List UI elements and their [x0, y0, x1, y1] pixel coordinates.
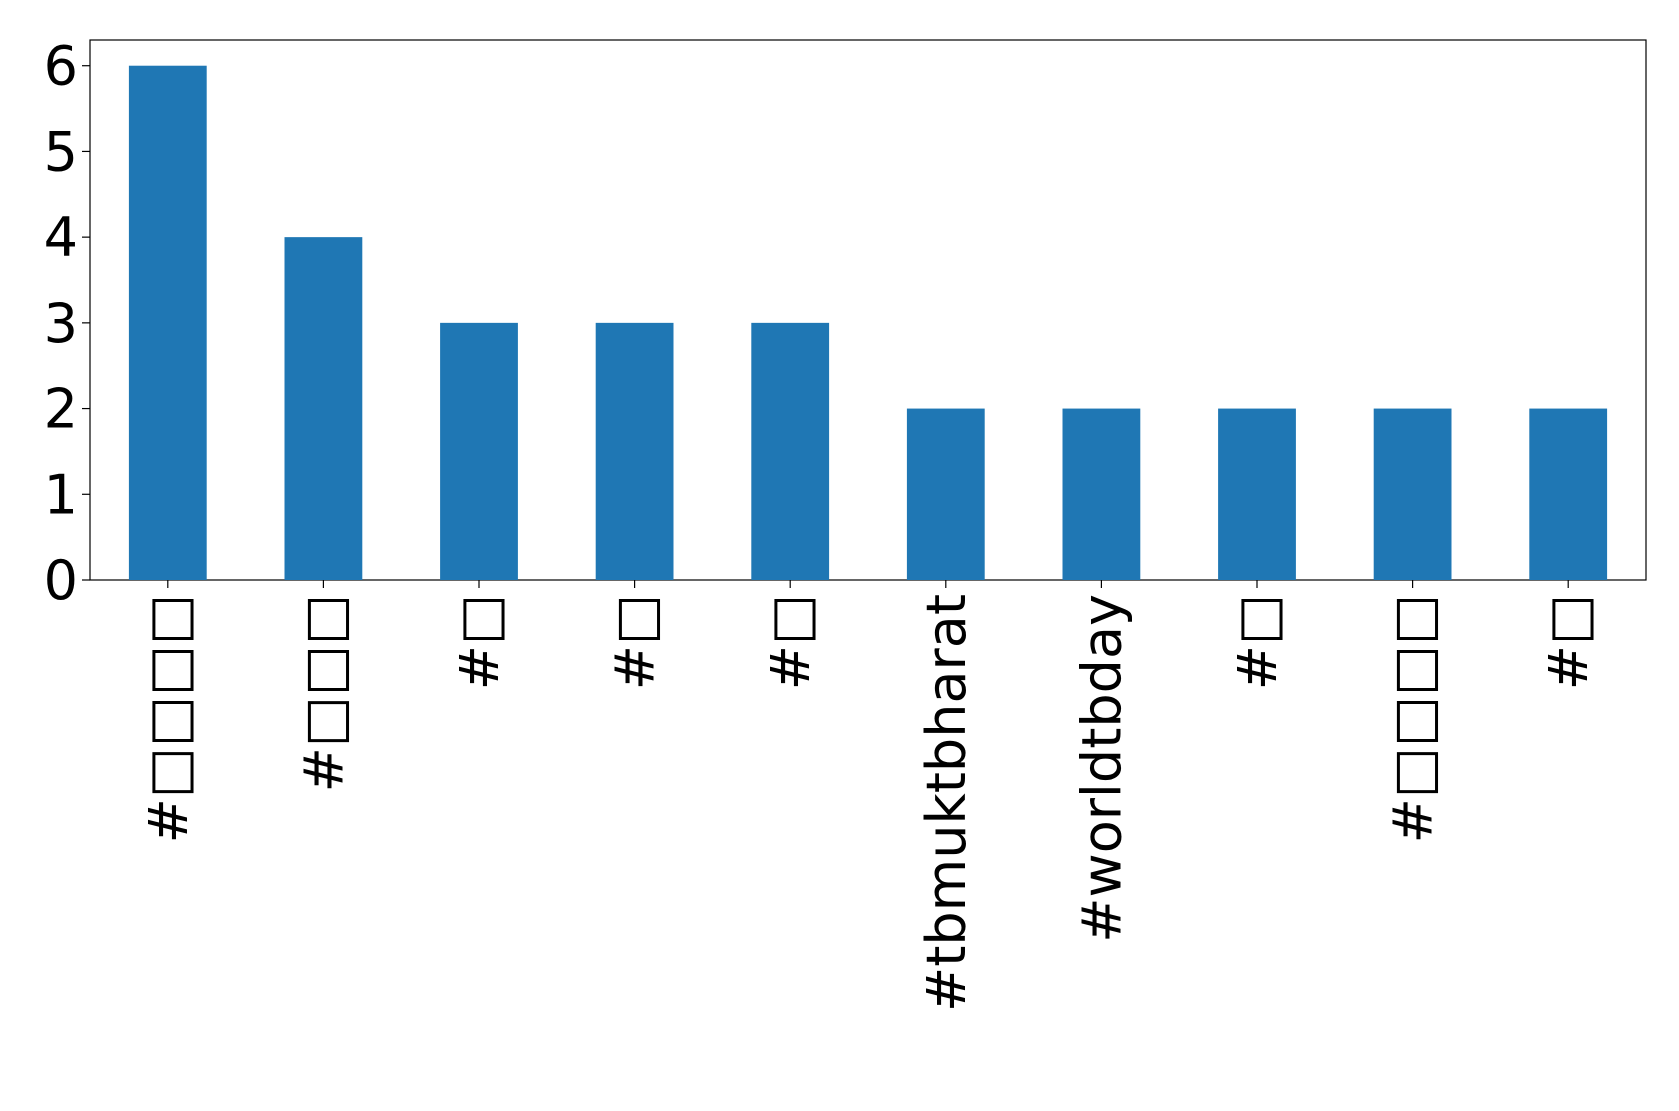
bar	[1218, 408, 1296, 580]
plot-frame	[89, 39, 1647, 581]
x-tick-label: #□	[1537, 594, 1600, 690]
bar	[284, 237, 363, 580]
y-tick-label: 5	[44, 120, 78, 183]
y-tick-label: 0	[44, 549, 78, 612]
bar	[906, 408, 985, 580]
bar	[1529, 408, 1608, 580]
bar	[595, 322, 674, 580]
x-tick-label: #tbmuktbharat	[915, 594, 978, 1012]
y-tick-label: 2	[44, 378, 78, 441]
y-tick-label: 4	[44, 206, 78, 269]
bar	[1373, 408, 1452, 580]
x-tick-label: #□	[1226, 594, 1289, 690]
x-tick-label: #□□□□	[1382, 594, 1445, 843]
x-tick-label: #□	[604, 594, 667, 690]
bar	[440, 322, 518, 580]
y-tick-label: 3	[44, 292, 78, 355]
y-tick-label: 6	[44, 35, 78, 98]
bar	[751, 322, 830, 580]
x-tick-label: #□	[448, 594, 511, 690]
x-tick-label: #worldtbday	[1070, 594, 1133, 943]
x-tick-label: #□	[759, 594, 822, 690]
y-tick-label: 1	[44, 463, 78, 526]
bar	[128, 65, 207, 580]
x-tick-label: #□□□□	[137, 594, 200, 843]
x-tick-label: #□□□	[292, 594, 355, 792]
bar	[1062, 408, 1141, 580]
